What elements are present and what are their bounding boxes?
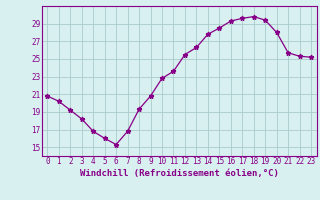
X-axis label: Windchill (Refroidissement éolien,°C): Windchill (Refroidissement éolien,°C) [80,169,279,178]
